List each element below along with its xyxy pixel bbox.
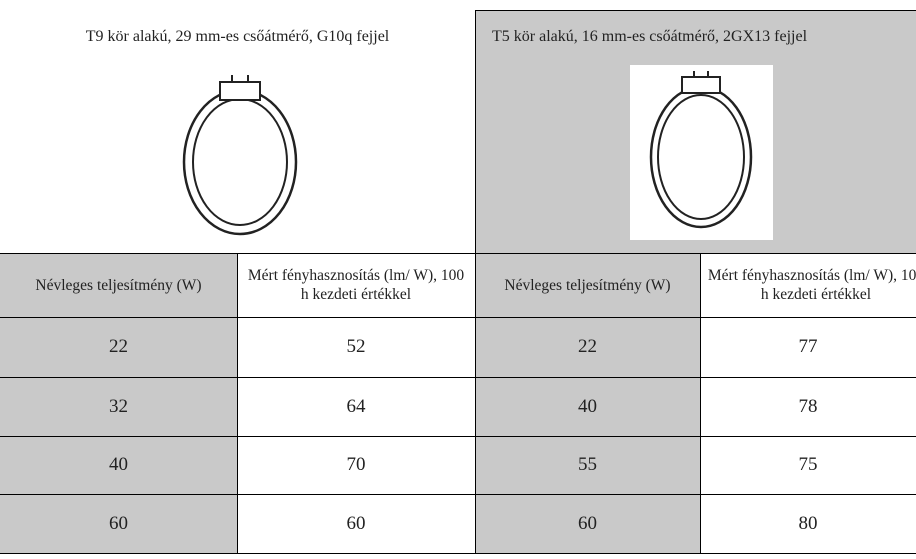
left-caption: T9 kör alakú, 29 mm-es csőátmérő, G10q f… bbox=[85, 28, 390, 45]
table-cell: 32 bbox=[0, 377, 237, 436]
header-cell: Névleges teljesítmény (W) bbox=[0, 253, 237, 317]
header-text: Névleges teljesítmény (W) bbox=[35, 276, 202, 294]
table-cell: 40 bbox=[475, 377, 700, 436]
table-cell: 52 bbox=[346, 336, 366, 357]
table-cell: 64 bbox=[346, 395, 366, 417]
header-cell: Mért fényhasznosítás (lm/ W), 100 h kezd… bbox=[700, 253, 916, 317]
header-cell: Mért fényhasznosítás (lm/ W), 100 h kezd… bbox=[237, 253, 475, 317]
rule bbox=[237, 253, 238, 553]
table-cell: 78 bbox=[798, 395, 818, 417]
table-cell: 80 bbox=[798, 512, 818, 534]
lamp-t5 bbox=[630, 65, 773, 240]
header-cell: Névleges teljesítmény (W) bbox=[475, 253, 700, 317]
table-cell: 55 bbox=[475, 436, 700, 494]
table-cell: 60 bbox=[475, 494, 700, 553]
header-text: Mért fényhasznosítás (lm/ W), 100 h kezd… bbox=[707, 267, 916, 303]
rule bbox=[700, 253, 701, 553]
header-text: Névleges teljesítmény (W) bbox=[504, 276, 671, 294]
table-cell: 40 bbox=[0, 436, 237, 494]
rule bbox=[0, 253, 916, 254]
table-cell: 77 bbox=[798, 336, 818, 357]
rule bbox=[0, 377, 916, 378]
header-text: Mért fényhasznosítás (lm/ W), 100 h kezd… bbox=[247, 267, 465, 303]
lamp-t9 bbox=[182, 75, 298, 236]
table-cell: 22 bbox=[0, 317, 237, 377]
table-cell: 60 bbox=[0, 494, 237, 553]
rule bbox=[0, 553, 916, 554]
rule bbox=[0, 317, 916, 318]
table-cell: 60 bbox=[346, 512, 366, 534]
table-cell: 70 bbox=[346, 454, 366, 475]
table-cell: 22 bbox=[475, 317, 700, 377]
table-cell: 75 bbox=[798, 454, 818, 475]
rule bbox=[475, 10, 916, 11]
rule bbox=[0, 436, 916, 437]
rule bbox=[475, 10, 476, 553]
right-caption: T5 kör alakú, 16 mm-es csőátmérő, 2GX13 … bbox=[492, 28, 808, 45]
rule bbox=[0, 494, 916, 495]
